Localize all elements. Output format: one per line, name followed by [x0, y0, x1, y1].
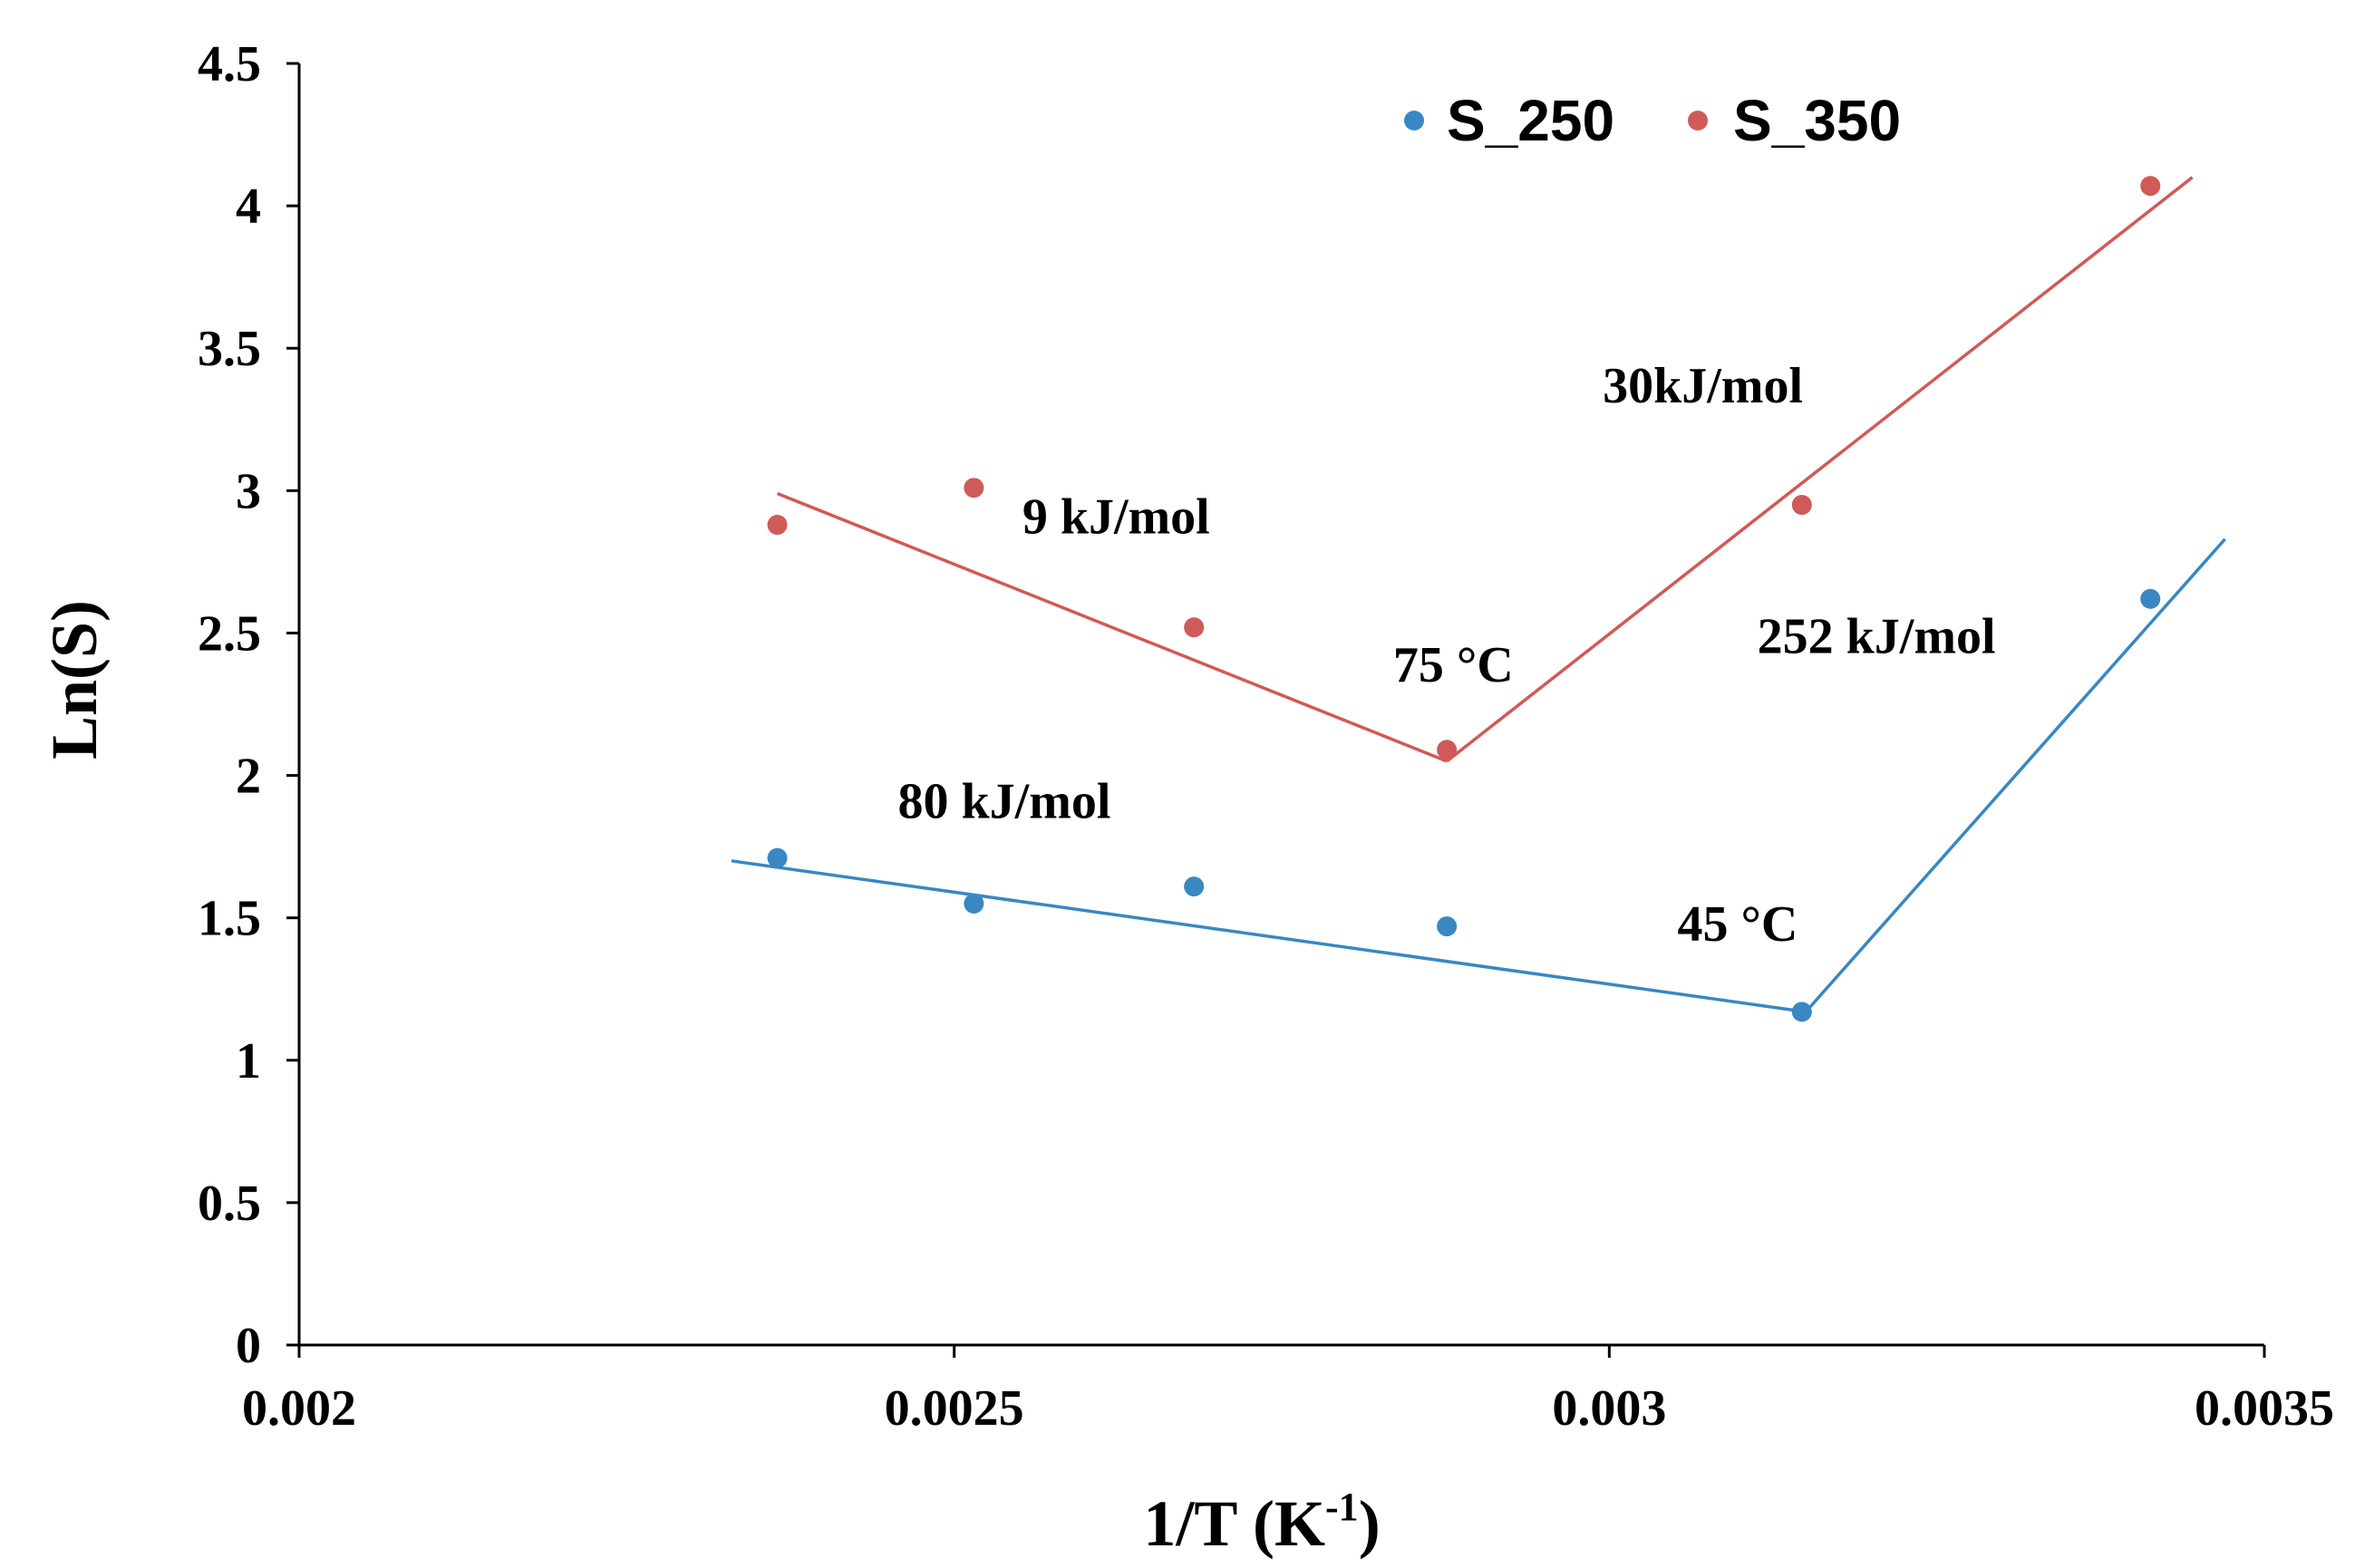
point-s250	[964, 893, 984, 914]
x-tick-label: 0.0025	[885, 1380, 1024, 1437]
legend: S_250 S_350	[1404, 88, 1901, 153]
legend-label-s250: S_250	[1447, 88, 1614, 153]
annotation-ann-75c: 75 °C	[1393, 637, 1514, 693]
legend-label-s350: S_350	[1733, 88, 1901, 153]
y-tick-label: 4.5	[198, 36, 261, 92]
x-axis-title-superscript: -1	[1325, 1485, 1359, 1529]
y-tick-label: 2.5	[198, 605, 261, 662]
point-s250	[1791, 1002, 1812, 1022]
annotations: 9 kJ/mol 30kJ/mol 75 °C 252 kJ/mol 80 kJ/mol…	[898, 358, 1996, 953]
point-s350	[2140, 176, 2161, 197]
point-s350	[767, 515, 788, 536]
annotation-ann-45c: 45 °C	[1677, 896, 1798, 953]
point-s350	[1184, 617, 1205, 638]
y-axis-title: Ln(S)	[38, 600, 111, 760]
annotation-ann-80kj: 80 kJ/mol	[898, 774, 1111, 830]
x-ticks: 0.002 0.0025 0.003 0.0035	[242, 1345, 2334, 1437]
x-tick-label: 0.003	[1552, 1380, 1666, 1437]
fit-line-s250	[731, 859, 1807, 1014]
fit-lines	[731, 176, 2226, 1014]
point-s350	[1437, 740, 1458, 760]
point-s250	[2140, 588, 2161, 609]
y-tick-label: 2	[236, 749, 261, 805]
legend-marker-s350	[1688, 111, 1708, 131]
x-axis-title-main: 1/T (K	[1143, 1487, 1325, 1560]
fit-line-s350	[776, 491, 1448, 763]
annotation-ann-252kj: 252 kJ/mol	[1758, 608, 1996, 664]
y-tick-label: 3	[236, 463, 261, 519]
y-ticks: 0 0.5 1 1.5 2 2.5 3 3.5 4 4.5	[198, 36, 299, 1374]
point-s350	[1791, 495, 1812, 516]
x-tick-label: 0.0035	[2195, 1380, 2334, 1437]
fit-line-s350	[1446, 176, 2194, 763]
point-s250	[767, 847, 788, 868]
point-s350	[964, 478, 984, 498]
annotation-ann-9kj: 9 kJ/mol	[1022, 489, 1210, 545]
y-tick-label: 1.5	[198, 891, 261, 947]
legend-marker-s250	[1404, 111, 1424, 131]
point-s250	[1184, 876, 1205, 897]
x-axis-title: 1/T (K-1)	[1143, 1485, 1380, 1560]
point-s250	[1437, 916, 1458, 937]
data-points	[767, 176, 2161, 1022]
x-axis-title-end: )	[1359, 1487, 1381, 1560]
y-tick-label: 3.5	[198, 321, 261, 377]
y-tick-label: 4	[236, 179, 261, 235]
y-tick-label: 0	[236, 1318, 261, 1374]
x-tick-label: 0.002	[242, 1380, 356, 1437]
y-tick-label: 1	[236, 1033, 261, 1089]
fit-line-s250	[1804, 537, 2226, 1013]
annotation-ann-30kj: 30kJ/mol	[1603, 358, 1803, 414]
y-tick-label: 0.5	[198, 1176, 261, 1232]
